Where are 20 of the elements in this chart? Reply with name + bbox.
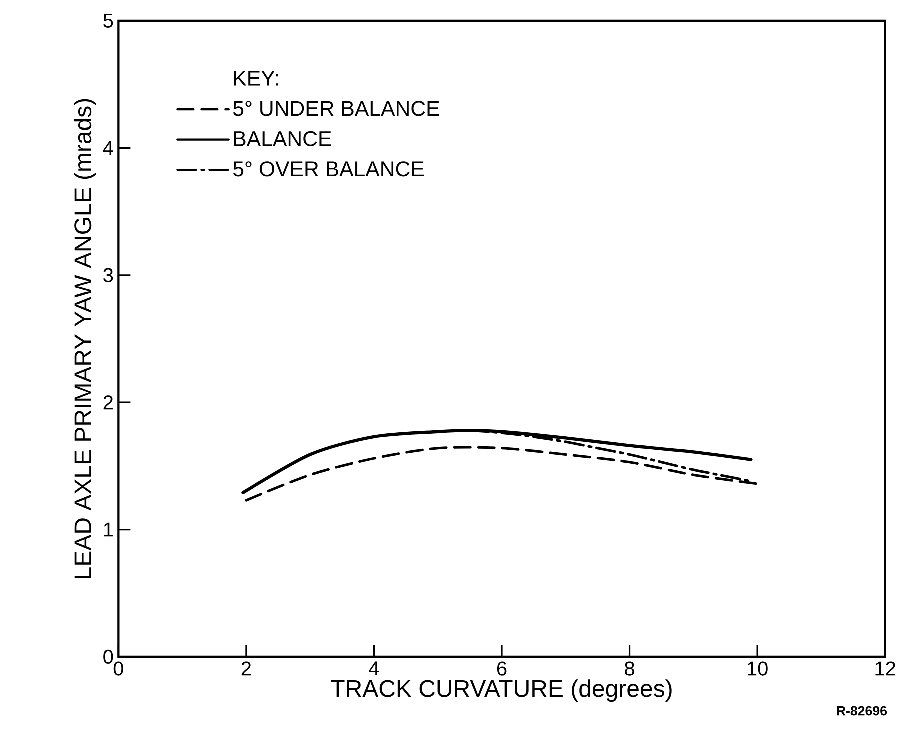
x-tick-label: 6	[497, 662, 507, 676]
x-tick-label: 2	[242, 662, 252, 676]
x-tick-label: 12	[876, 662, 896, 676]
legend-label: 5° UNDER BALANCE	[233, 101, 440, 116]
x-tick-label: 8	[625, 662, 634, 676]
legend-title: KEY:	[234, 71, 278, 86]
text: R-82696	[837, 706, 888, 716]
legend-label: BALANCE	[234, 131, 332, 146]
x-tick-label: 4	[369, 662, 380, 676]
y-axis-title: LEAD AXLE PRIMARY YAW ANGLE (mrads)	[74, 99, 96, 578]
y-tick-label: 2	[104, 396, 113, 410]
y-tick-label: 0	[104, 650, 114, 664]
y-tick-label: 5	[104, 14, 114, 28]
y-tick-label: 1	[104, 522, 113, 537]
y-tick-label: 3	[104, 268, 114, 282]
y-tick-label: 4	[103, 141, 114, 156]
x-tick-label: 10	[748, 662, 768, 676]
x-tick-label: 0	[114, 662, 124, 676]
x-axis-title: TRACK CURVATURE (degrees)	[331, 680, 672, 702]
legend-label: 5° OVER BALANCE	[233, 162, 424, 177]
